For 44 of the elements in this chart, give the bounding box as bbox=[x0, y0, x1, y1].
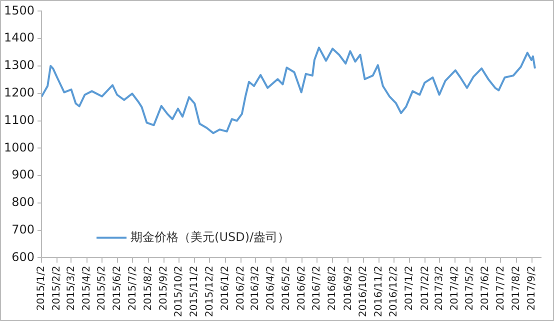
x-tick-label: 2017/6/2 bbox=[480, 266, 492, 311]
y-tick-label: 700 bbox=[12, 222, 35, 236]
x-tick-label: 2016/4/2 bbox=[266, 266, 277, 311]
y-tick-label: 1200 bbox=[4, 86, 35, 100]
x-tick-label: 2015/4/2 bbox=[81, 266, 92, 311]
y-tick-label: 800 bbox=[12, 195, 35, 210]
y-tick-label: 600 bbox=[12, 250, 35, 264]
x-tick-label: 2015/12/2 bbox=[204, 266, 216, 318]
y-tick-label: 1300 bbox=[4, 58, 35, 72]
x-tick-label: 2017/9/2 bbox=[526, 266, 538, 311]
x-tick-label: 2016/8/2 bbox=[327, 266, 338, 311]
x-tick-label: 2016/7/2 bbox=[312, 266, 323, 311]
x-tick-label: 2017/1/2 bbox=[404, 266, 416, 311]
y-tick-label: 1500 bbox=[4, 3, 35, 18]
x-tick-label: 2016/5/2 bbox=[280, 266, 292, 311]
x-tick-label: 2015/9/2 bbox=[158, 266, 170, 311]
x-tick-label: 2017/3/2 bbox=[434, 266, 445, 311]
x-tick-label: 2017/4/2 bbox=[449, 266, 460, 311]
y-tick-label: 900 bbox=[12, 168, 35, 182]
x-tick-label: 2016/11/2 bbox=[373, 266, 384, 318]
x-tick-label: 2015/11/2 bbox=[189, 266, 200, 318]
y-tick-label: 1400 bbox=[4, 30, 35, 45]
y-tick-label: 1000 bbox=[4, 140, 35, 154]
x-tick-label: 2016/6/2 bbox=[296, 266, 308, 311]
x-tick-label: 2017/8/2 bbox=[510, 266, 522, 311]
x-tick-label: 2015/8/2 bbox=[142, 266, 154, 311]
x-tick-label: 2017/5/2 bbox=[464, 266, 476, 311]
x-tick-label: 2016/2/2 bbox=[236, 266, 247, 311]
x-tick-label: 2015/6/2 bbox=[112, 266, 124, 311]
x-tick-label: 2015/3/2 bbox=[66, 266, 77, 311]
x-tick-label: 2016/3/2 bbox=[250, 266, 262, 311]
legend-label: 期金价格（美元(USD)/盎司） bbox=[130, 230, 290, 244]
x-tick-label: 2016/9/2 bbox=[342, 266, 354, 311]
x-tick-label: 2015/10/2 bbox=[174, 266, 185, 318]
x-tick-label: 2015/1/2 bbox=[36, 266, 48, 311]
x-tick-label: 2015/2/2 bbox=[52, 266, 63, 311]
x-tick-label: 2017/2/2 bbox=[420, 266, 431, 311]
x-tick-label: 2016/1/2 bbox=[220, 266, 231, 311]
y-tick-label: 1100 bbox=[4, 112, 35, 127]
x-tick-label: 2016/12/2 bbox=[388, 266, 400, 318]
x-tick-label: 2016/10/2 bbox=[358, 266, 369, 318]
x-tick-label: 2017/7/2 bbox=[495, 266, 506, 311]
x-tick-label: 2015/5/2 bbox=[96, 266, 108, 311]
x-tick-label: 2015/7/2 bbox=[127, 266, 138, 311]
